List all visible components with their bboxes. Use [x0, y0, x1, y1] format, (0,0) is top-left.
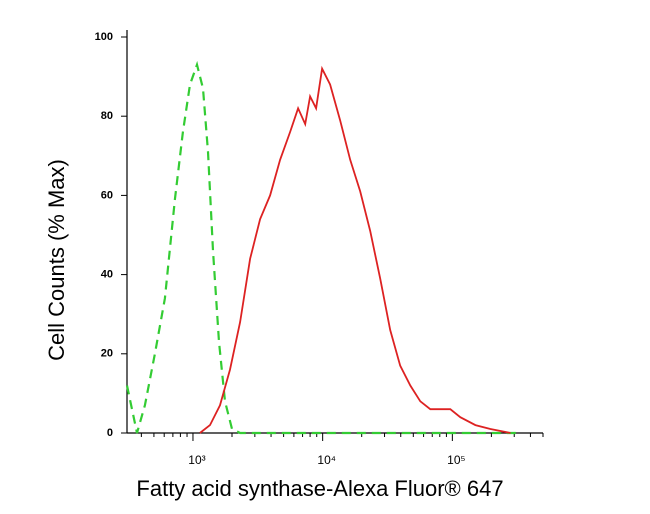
series-line — [199, 65, 511, 434]
y-tick-label: 0 — [107, 427, 113, 439]
x-axis-label: Fatty acid synthase-Alexa Fluor® 647 — [136, 476, 503, 501]
x-tick-label: 10⁴ — [317, 453, 336, 467]
y-tick-label: 20 — [101, 348, 113, 360]
y-axis-label: Cell Counts (% Max) — [44, 159, 69, 361]
y-tick-label: 60 — [101, 189, 113, 201]
x-tick-label: 10³ — [188, 453, 205, 467]
y-tick-label: 80 — [101, 110, 113, 122]
x-tick-label: 10⁵ — [447, 453, 465, 467]
y-tick-label: 100 — [95, 31, 113, 43]
series-line — [125, 60, 521, 435]
y-tick-label: 40 — [101, 269, 113, 281]
